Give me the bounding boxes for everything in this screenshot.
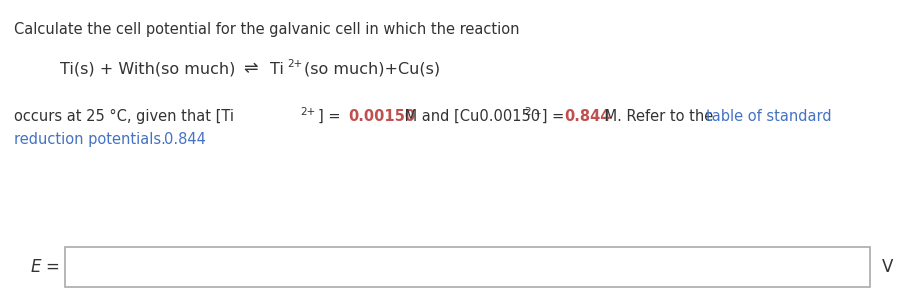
Text: Ti: Ti — [270, 62, 284, 77]
Text: M and [Cu0.00150: M and [Cu0.00150 — [400, 109, 540, 124]
Text: $E$ =: $E$ = — [30, 258, 60, 276]
Text: (so much)+Cu(s): (so much)+Cu(s) — [304, 62, 440, 77]
Text: 2: 2 — [524, 107, 531, 117]
Text: 0.844: 0.844 — [164, 132, 206, 147]
Text: reduction potentials.: reduction potentials. — [14, 132, 166, 147]
Text: 0.844: 0.844 — [564, 109, 610, 124]
Text: ⁺] =: ⁺] = — [534, 109, 569, 124]
Text: Calculate the cell potential for the galvanic cell in which the reaction: Calculate the cell potential for the gal… — [14, 22, 520, 37]
Text: 2+: 2+ — [300, 107, 315, 117]
Text: 0.00150: 0.00150 — [348, 109, 415, 124]
FancyBboxPatch shape — [65, 247, 870, 287]
Text: occurs at 25 °C, given that [Ti: occurs at 25 °C, given that [Ti — [14, 109, 234, 124]
Text: ] =: ] = — [318, 109, 345, 124]
Text: table of standard: table of standard — [706, 109, 832, 124]
Text: ⇌: ⇌ — [243, 59, 258, 77]
Text: M. Refer to the: M. Refer to the — [600, 109, 718, 124]
Text: Ti(s) + With(so much): Ti(s) + With(so much) — [60, 62, 235, 77]
Text: V: V — [882, 258, 893, 276]
Text: 2+: 2+ — [287, 59, 302, 69]
